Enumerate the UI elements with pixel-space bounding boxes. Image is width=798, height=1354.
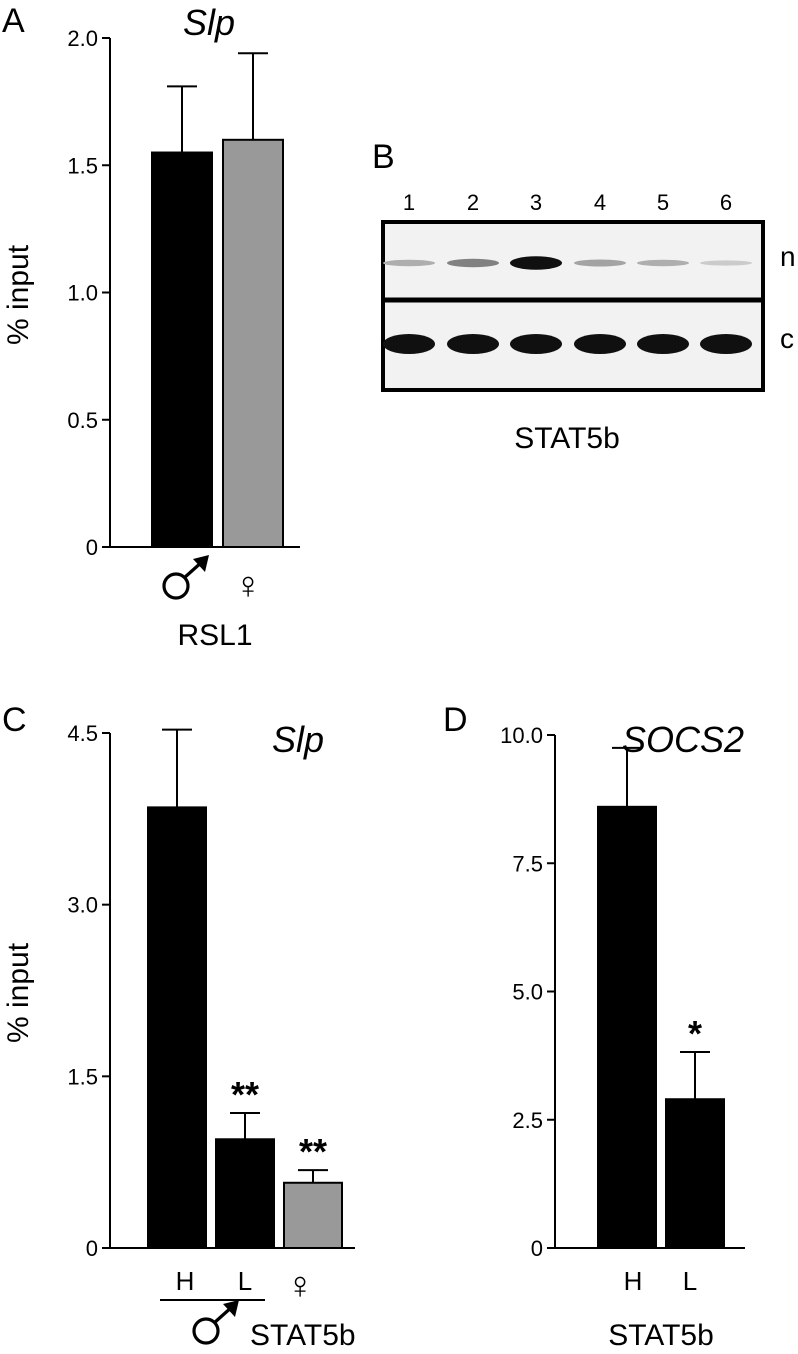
blot-band	[383, 259, 435, 267]
panel-b-caption: STAT5b	[514, 422, 620, 455]
panel-b-label: B	[372, 138, 395, 176]
panel-c-category-h: H	[176, 1266, 195, 1296]
panel-c-ytick-label: 1.5	[67, 1064, 98, 1089]
panel-c-male-symbol-circle	[192, 1317, 220, 1345]
panel-d-category-l: L	[683, 1266, 697, 1296]
panel-c-male-symbol	[192, 1300, 239, 1345]
panel-a-bar	[151, 151, 213, 548]
blot-band	[700, 334, 752, 354]
panel-d-category-h: H	[624, 1266, 643, 1296]
blot-band	[637, 334, 689, 354]
panel-d-group-label: STAT5b	[608, 1319, 714, 1352]
panel-c-ytick-label: 3.0	[67, 893, 98, 918]
panel-d-label: D	[443, 701, 468, 739]
blot-band	[383, 334, 435, 354]
panel-a-category-male-arrowhead	[193, 555, 209, 572]
panel-c-category-female: ♀	[286, 1265, 315, 1307]
panel-a-category-female: ♀	[234, 565, 263, 607]
panel-c-significance-label: **	[299, 1131, 327, 1172]
blot-band	[637, 259, 689, 267]
panel-d-ytick-label: 5.0	[512, 980, 543, 1005]
panel-a-ytick-label: 2.0	[67, 26, 98, 51]
panel-a-bar	[222, 138, 284, 549]
panel-d-bar	[597, 805, 657, 1249]
panel-d-significance-label: *	[688, 1013, 702, 1054]
blot-lane-number: 2	[467, 190, 479, 215]
panel-c-significance-label: **	[231, 1074, 259, 1115]
panel-d-ytick-label: 7.5	[512, 851, 543, 876]
panel-c-label: C	[2, 701, 27, 739]
blot-frame	[381, 220, 765, 392]
panel-d-ytick-label: 2.5	[512, 1108, 543, 1133]
panel-a-ylabel: % input	[2, 244, 35, 345]
panel-d-chart: 0 2.5 5.0 7.5 10.0 * H L	[500, 723, 745, 1296]
blot-band	[510, 334, 562, 354]
blot-band	[574, 334, 626, 354]
panel-c-male-symbol-arrowhead	[223, 1300, 239, 1317]
blot-lane-number: 4	[594, 190, 606, 215]
panel-a-label: A	[2, 2, 25, 40]
blot-band	[447, 334, 499, 354]
panel-c-ytick-label: 0	[86, 1236, 98, 1261]
blot-row-label-n: n	[780, 241, 796, 272]
panel-a-ytick-label: 0	[86, 535, 98, 560]
panel-a-ytick-label: 1.5	[67, 153, 98, 178]
panel-d-ytick-label: 10.0	[500, 723, 543, 748]
panel-a-group-label: RSL1	[177, 619, 252, 652]
panel-c-bar	[215, 1138, 275, 1250]
blot-band	[447, 258, 499, 268]
panel-b-western-blot: 1 2 3 4 5 6	[381, 190, 765, 392]
panel-a-title: Slp	[183, 2, 235, 43]
panel-c-chart: 0 1.5 3.0 4.5 ** ** H L ♀	[67, 721, 355, 1345]
blot-lane-number: 3	[530, 190, 542, 215]
blot-lane-number: 5	[657, 190, 669, 215]
panel-d-title: SOCS2	[622, 719, 744, 760]
panel-c-ylabel: % input	[2, 942, 35, 1043]
panel-c-title: Slp	[272, 719, 324, 760]
panel-c-bar	[147, 806, 207, 1250]
panel-c-ytick-label: 4.5	[67, 721, 98, 746]
blot-band	[574, 259, 626, 267]
blot-row-label-c: c	[780, 323, 794, 354]
panel-c-group-label: STAT5b	[250, 1319, 356, 1352]
panel-d-bar	[665, 1098, 725, 1249]
blot-lane-number: 6	[720, 190, 732, 215]
panel-a-ytick-label: 1.0	[67, 281, 98, 306]
panel-d-ytick-label: 0	[531, 1236, 543, 1261]
panel-a-chart: 0 0.5 1.0 1.5 2.0 ♀	[67, 26, 300, 607]
blot-lane-number: 1	[403, 190, 415, 215]
blot-band	[510, 256, 562, 270]
panel-a-category-male-circle	[162, 572, 190, 600]
panel-a-ytick-label: 0.5	[67, 408, 98, 433]
panel-a-category-male	[162, 555, 209, 600]
blot-band	[700, 260, 752, 266]
panel-c-bar	[283, 1181, 343, 1250]
panel-c-category-l: L	[238, 1266, 252, 1296]
